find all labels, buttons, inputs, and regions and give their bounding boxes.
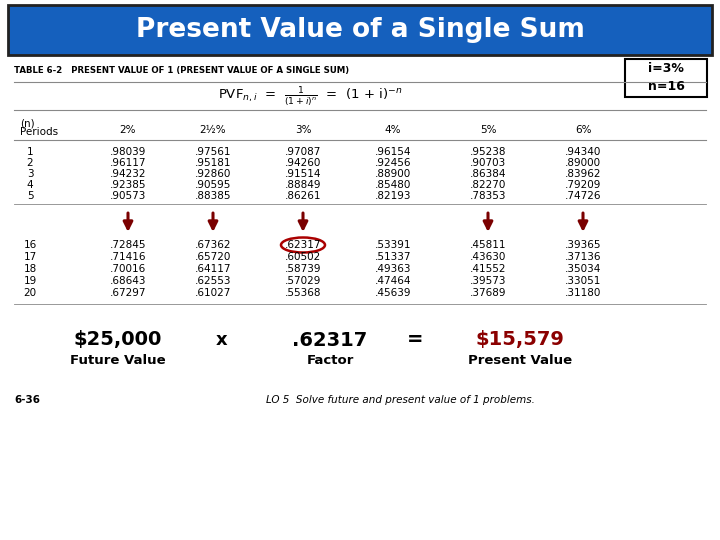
Text: 5: 5 <box>27 191 33 201</box>
Text: .94260: .94260 <box>285 158 321 168</box>
Text: .95238: .95238 <box>469 147 506 157</box>
Text: .33051: .33051 <box>564 276 601 286</box>
Text: .65720: .65720 <box>195 252 231 262</box>
Text: 2%: 2% <box>120 125 136 135</box>
Text: LO 5  Solve future and present value of 1 problems.: LO 5 Solve future and present value of 1… <box>266 395 534 405</box>
Text: .91514: .91514 <box>284 169 321 179</box>
Text: .55368: .55368 <box>284 288 321 298</box>
Text: 3: 3 <box>27 169 33 179</box>
Text: .35034: .35034 <box>564 264 601 274</box>
Text: x: x <box>216 331 228 349</box>
Text: .88900: .88900 <box>375 169 411 179</box>
Text: .85480: .85480 <box>375 180 411 190</box>
Text: .67297: .67297 <box>109 288 146 298</box>
Text: Present Value: Present Value <box>468 354 572 367</box>
Text: .62317: .62317 <box>292 330 368 349</box>
Text: .88385: .88385 <box>194 191 231 201</box>
Text: .64117: .64117 <box>194 264 231 274</box>
Text: .92385: .92385 <box>109 180 146 190</box>
Text: .58739: .58739 <box>284 264 321 274</box>
Text: .78353: .78353 <box>469 191 506 201</box>
Text: .96117: .96117 <box>109 158 146 168</box>
Text: .79209: .79209 <box>564 180 601 190</box>
Text: .45811: .45811 <box>469 240 506 250</box>
Text: .39573: .39573 <box>469 276 506 286</box>
Text: .37689: .37689 <box>469 288 506 298</box>
Text: PVF$_{n,i}$  =  $\frac{1}{(1+i)^n}$  =  (1 + i)$^{-n}$: PVF$_{n,i}$ = $\frac{1}{(1+i)^n}$ = (1 +… <box>217 85 402 109</box>
Text: =: = <box>407 330 423 349</box>
Text: .89000: .89000 <box>565 158 601 168</box>
Text: 1: 1 <box>27 147 33 157</box>
Text: 6%: 6% <box>575 125 591 135</box>
Text: .95181: .95181 <box>194 158 231 168</box>
Text: .92456: .92456 <box>374 158 411 168</box>
Text: Periods: Periods <box>20 127 58 137</box>
Text: 18: 18 <box>23 264 37 274</box>
Text: .94340: .94340 <box>564 147 601 157</box>
Text: .72845: .72845 <box>109 240 146 250</box>
Text: .94232: .94232 <box>109 169 146 179</box>
FancyBboxPatch shape <box>8 5 712 55</box>
Text: .82270: .82270 <box>470 180 506 190</box>
Text: .68643: .68643 <box>109 276 146 286</box>
Text: .86384: .86384 <box>469 169 506 179</box>
Text: .62553: .62553 <box>194 276 231 286</box>
Text: 4%: 4% <box>384 125 401 135</box>
Text: .71416: .71416 <box>109 252 146 262</box>
Text: 2: 2 <box>27 158 33 168</box>
Text: 4: 4 <box>27 180 33 190</box>
Text: .97087: .97087 <box>285 147 321 157</box>
Text: 20: 20 <box>24 288 37 298</box>
Text: .90573: .90573 <box>110 191 146 201</box>
Text: .47464: .47464 <box>374 276 411 286</box>
Text: .82193: .82193 <box>374 191 411 201</box>
Text: .53391: .53391 <box>374 240 411 250</box>
Text: 19: 19 <box>23 276 37 286</box>
Text: 3%: 3% <box>294 125 311 135</box>
Text: Factor: Factor <box>306 354 354 367</box>
Text: .90703: .90703 <box>470 158 506 168</box>
Text: .43630: .43630 <box>470 252 506 262</box>
Text: Present Value of a Single Sum: Present Value of a Single Sum <box>135 17 585 43</box>
Text: 5%: 5% <box>480 125 496 135</box>
Text: 17: 17 <box>23 252 37 262</box>
Text: .60502: .60502 <box>285 252 321 262</box>
Text: .98039: .98039 <box>110 147 146 157</box>
Text: 6-36: 6-36 <box>14 395 40 405</box>
Text: $25,000: $25,000 <box>74 330 162 349</box>
Text: $15,579: $15,579 <box>476 330 564 349</box>
Text: .31180: .31180 <box>564 288 601 298</box>
Text: .97561: .97561 <box>194 147 231 157</box>
Text: .49363: .49363 <box>374 264 411 274</box>
Text: .51337: .51337 <box>374 252 411 262</box>
Text: .70016: .70016 <box>110 264 146 274</box>
Text: .39365: .39365 <box>564 240 601 250</box>
FancyBboxPatch shape <box>625 59 707 97</box>
Text: .86261: .86261 <box>284 191 321 201</box>
Text: .74726: .74726 <box>564 191 601 201</box>
Text: 16: 16 <box>23 240 37 250</box>
Text: .92860: .92860 <box>195 169 231 179</box>
Text: .96154: .96154 <box>374 147 411 157</box>
Text: .57029: .57029 <box>285 276 321 286</box>
Text: .62317: .62317 <box>284 240 321 250</box>
Text: TABLE 6-2   PRESENT VALUE OF 1 (PRESENT VALUE OF A SINGLE SUM): TABLE 6-2 PRESENT VALUE OF 1 (PRESENT VA… <box>14 65 349 75</box>
Text: .83962: .83962 <box>564 169 601 179</box>
Text: Future Value: Future Value <box>70 354 166 367</box>
Text: .41552: .41552 <box>469 264 506 274</box>
Text: .45639: .45639 <box>374 288 411 298</box>
Text: (n): (n) <box>20 118 35 128</box>
Text: i=3%
n=16: i=3% n=16 <box>647 63 685 93</box>
Text: 2½%: 2½% <box>199 125 226 135</box>
Text: .67362: .67362 <box>194 240 231 250</box>
Text: .37136: .37136 <box>564 252 601 262</box>
Text: .90595: .90595 <box>195 180 231 190</box>
Text: .88849: .88849 <box>284 180 321 190</box>
Text: .61027: .61027 <box>195 288 231 298</box>
